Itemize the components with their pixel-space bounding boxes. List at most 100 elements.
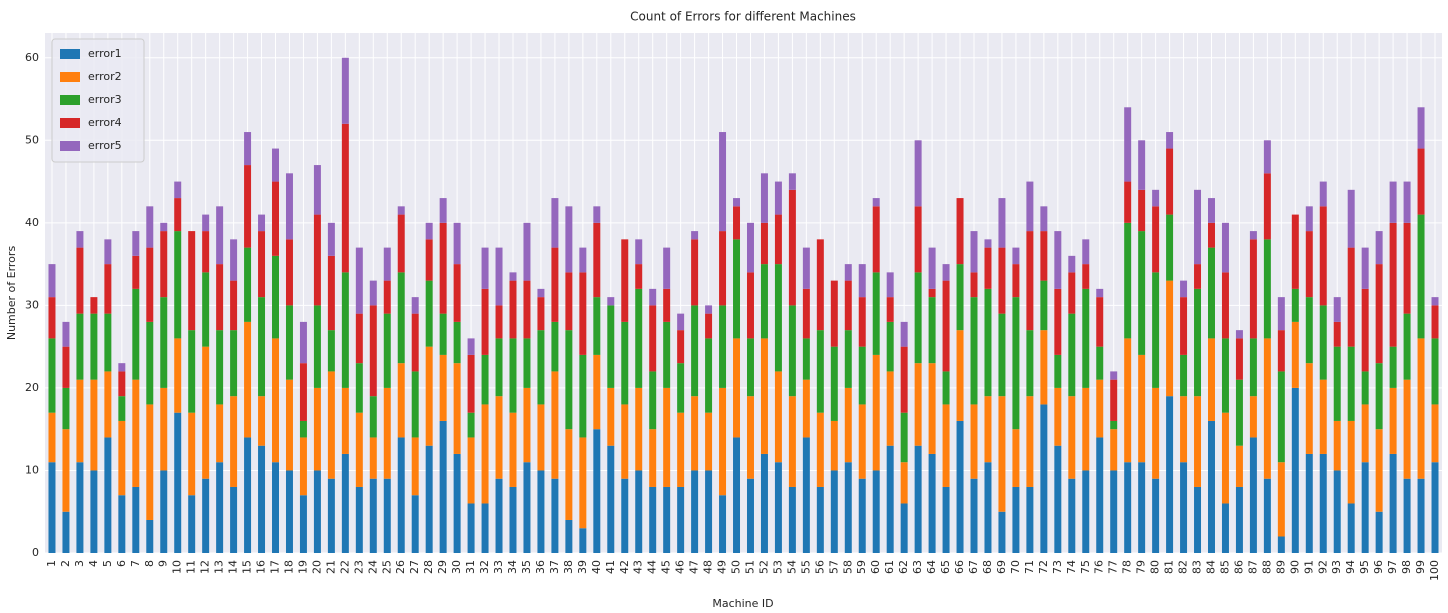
bar-segment <box>160 231 168 298</box>
bar-segment <box>355 486 363 553</box>
x-tick-label: 1 <box>45 560 58 567</box>
bar-segment <box>551 198 559 248</box>
bar-segment <box>705 338 713 413</box>
x-tick-label: 64 <box>925 560 938 574</box>
x-tick-label: 26 <box>394 560 407 574</box>
bar-segment <box>1333 346 1341 421</box>
bar-segment <box>62 321 70 347</box>
bar-segment <box>1263 478 1271 553</box>
bar-segment <box>523 222 531 281</box>
bar-segment <box>1082 470 1090 553</box>
x-tick-label: 29 <box>436 560 449 574</box>
bar-segment <box>1235 379 1243 446</box>
x-tick-label: 60 <box>869 560 882 574</box>
x-tick-label: 16 <box>255 560 268 574</box>
bar-segment <box>677 486 685 553</box>
bar-segment <box>467 437 475 504</box>
x-tick-label: 52 <box>757 560 770 574</box>
bar-segment <box>1110 371 1118 380</box>
bar-segment <box>453 321 461 364</box>
bar-segment <box>411 313 419 372</box>
bar-segment <box>858 264 866 298</box>
bar-segment <box>1068 255 1076 273</box>
bar-segment <box>425 346 433 446</box>
bar-segment <box>565 206 573 273</box>
bar-segment <box>1277 536 1285 553</box>
x-tick-label: 85 <box>1218 560 1231 574</box>
bar-segment <box>844 330 852 388</box>
legend-label: error5 <box>88 139 122 152</box>
bar-segment <box>649 371 657 430</box>
bar-segment <box>607 297 615 306</box>
bar-segment <box>719 231 727 306</box>
bar-segment <box>565 272 573 331</box>
x-tick-label: 42 <box>618 560 631 574</box>
bar-segment <box>1417 214 1425 339</box>
bar-segment <box>1319 379 1327 454</box>
legend-swatch <box>60 141 80 151</box>
bar-segment <box>1138 140 1146 190</box>
bar-segment <box>327 255 335 331</box>
bar-segment <box>523 387 531 463</box>
bar-segment <box>104 371 112 438</box>
bar-segment <box>984 247 992 289</box>
legend-swatch <box>60 72 80 82</box>
bar-segment <box>216 404 224 463</box>
x-tick-label: 87 <box>1246 560 1259 574</box>
bar-segment <box>341 123 349 273</box>
bar-segment <box>160 470 168 553</box>
bar-segment <box>383 280 391 314</box>
bar-segment <box>1305 206 1313 232</box>
bar-segment <box>369 437 377 479</box>
bar-segment <box>341 272 349 388</box>
bar-segment <box>649 429 657 487</box>
x-tick-label: 3 <box>73 560 86 567</box>
x-tick-label: 46 <box>674 560 687 574</box>
bar-segment <box>1277 462 1285 537</box>
bar-segment <box>467 354 475 413</box>
bar-segment <box>816 412 824 487</box>
y-tick-label: 40 <box>25 216 39 229</box>
x-tick-label: 86 <box>1232 560 1245 574</box>
bar-segment <box>1305 453 1313 553</box>
bar-segment <box>1347 189 1355 248</box>
bar-segment <box>90 297 98 314</box>
bar-segment <box>467 503 475 553</box>
x-tick-label: 20 <box>310 560 323 574</box>
bar-segment <box>830 346 838 421</box>
bar-segment <box>509 412 517 487</box>
bar-segment <box>523 462 531 553</box>
bar-segment <box>1319 181 1327 207</box>
bar-segment <box>802 437 810 553</box>
bar-segment <box>369 478 377 553</box>
bar-segment <box>998 313 1006 397</box>
bar-segment <box>1082 239 1090 265</box>
bar-segment <box>1235 338 1243 380</box>
bar-segment <box>48 412 56 463</box>
bar-segment <box>914 272 922 364</box>
bar-segment <box>202 478 210 553</box>
x-tick-label: 5 <box>101 560 114 567</box>
bar-segment <box>551 371 559 479</box>
bar-segment <box>565 429 573 520</box>
bar-segment <box>216 462 224 553</box>
bar-segment <box>942 264 950 281</box>
bar-segment <box>802 247 810 289</box>
bar-segment <box>439 222 447 314</box>
x-tick-label: 62 <box>897 560 910 574</box>
legend-swatch <box>60 49 80 59</box>
bar-segment <box>1138 462 1146 553</box>
bar-segment <box>523 280 531 339</box>
bar-segment <box>453 453 461 553</box>
bar-segment <box>1194 486 1202 553</box>
bar-segment <box>258 214 266 232</box>
bar-segment <box>174 181 182 199</box>
bar-segment <box>1068 313 1076 397</box>
bar-segment <box>202 346 210 479</box>
bar-segment <box>1040 231 1048 281</box>
bar-segment <box>844 387 852 463</box>
x-tick-label: 88 <box>1260 560 1273 574</box>
x-tick-label: 23 <box>352 560 365 574</box>
bar-segment <box>1403 478 1411 553</box>
bar-segment <box>216 330 224 405</box>
